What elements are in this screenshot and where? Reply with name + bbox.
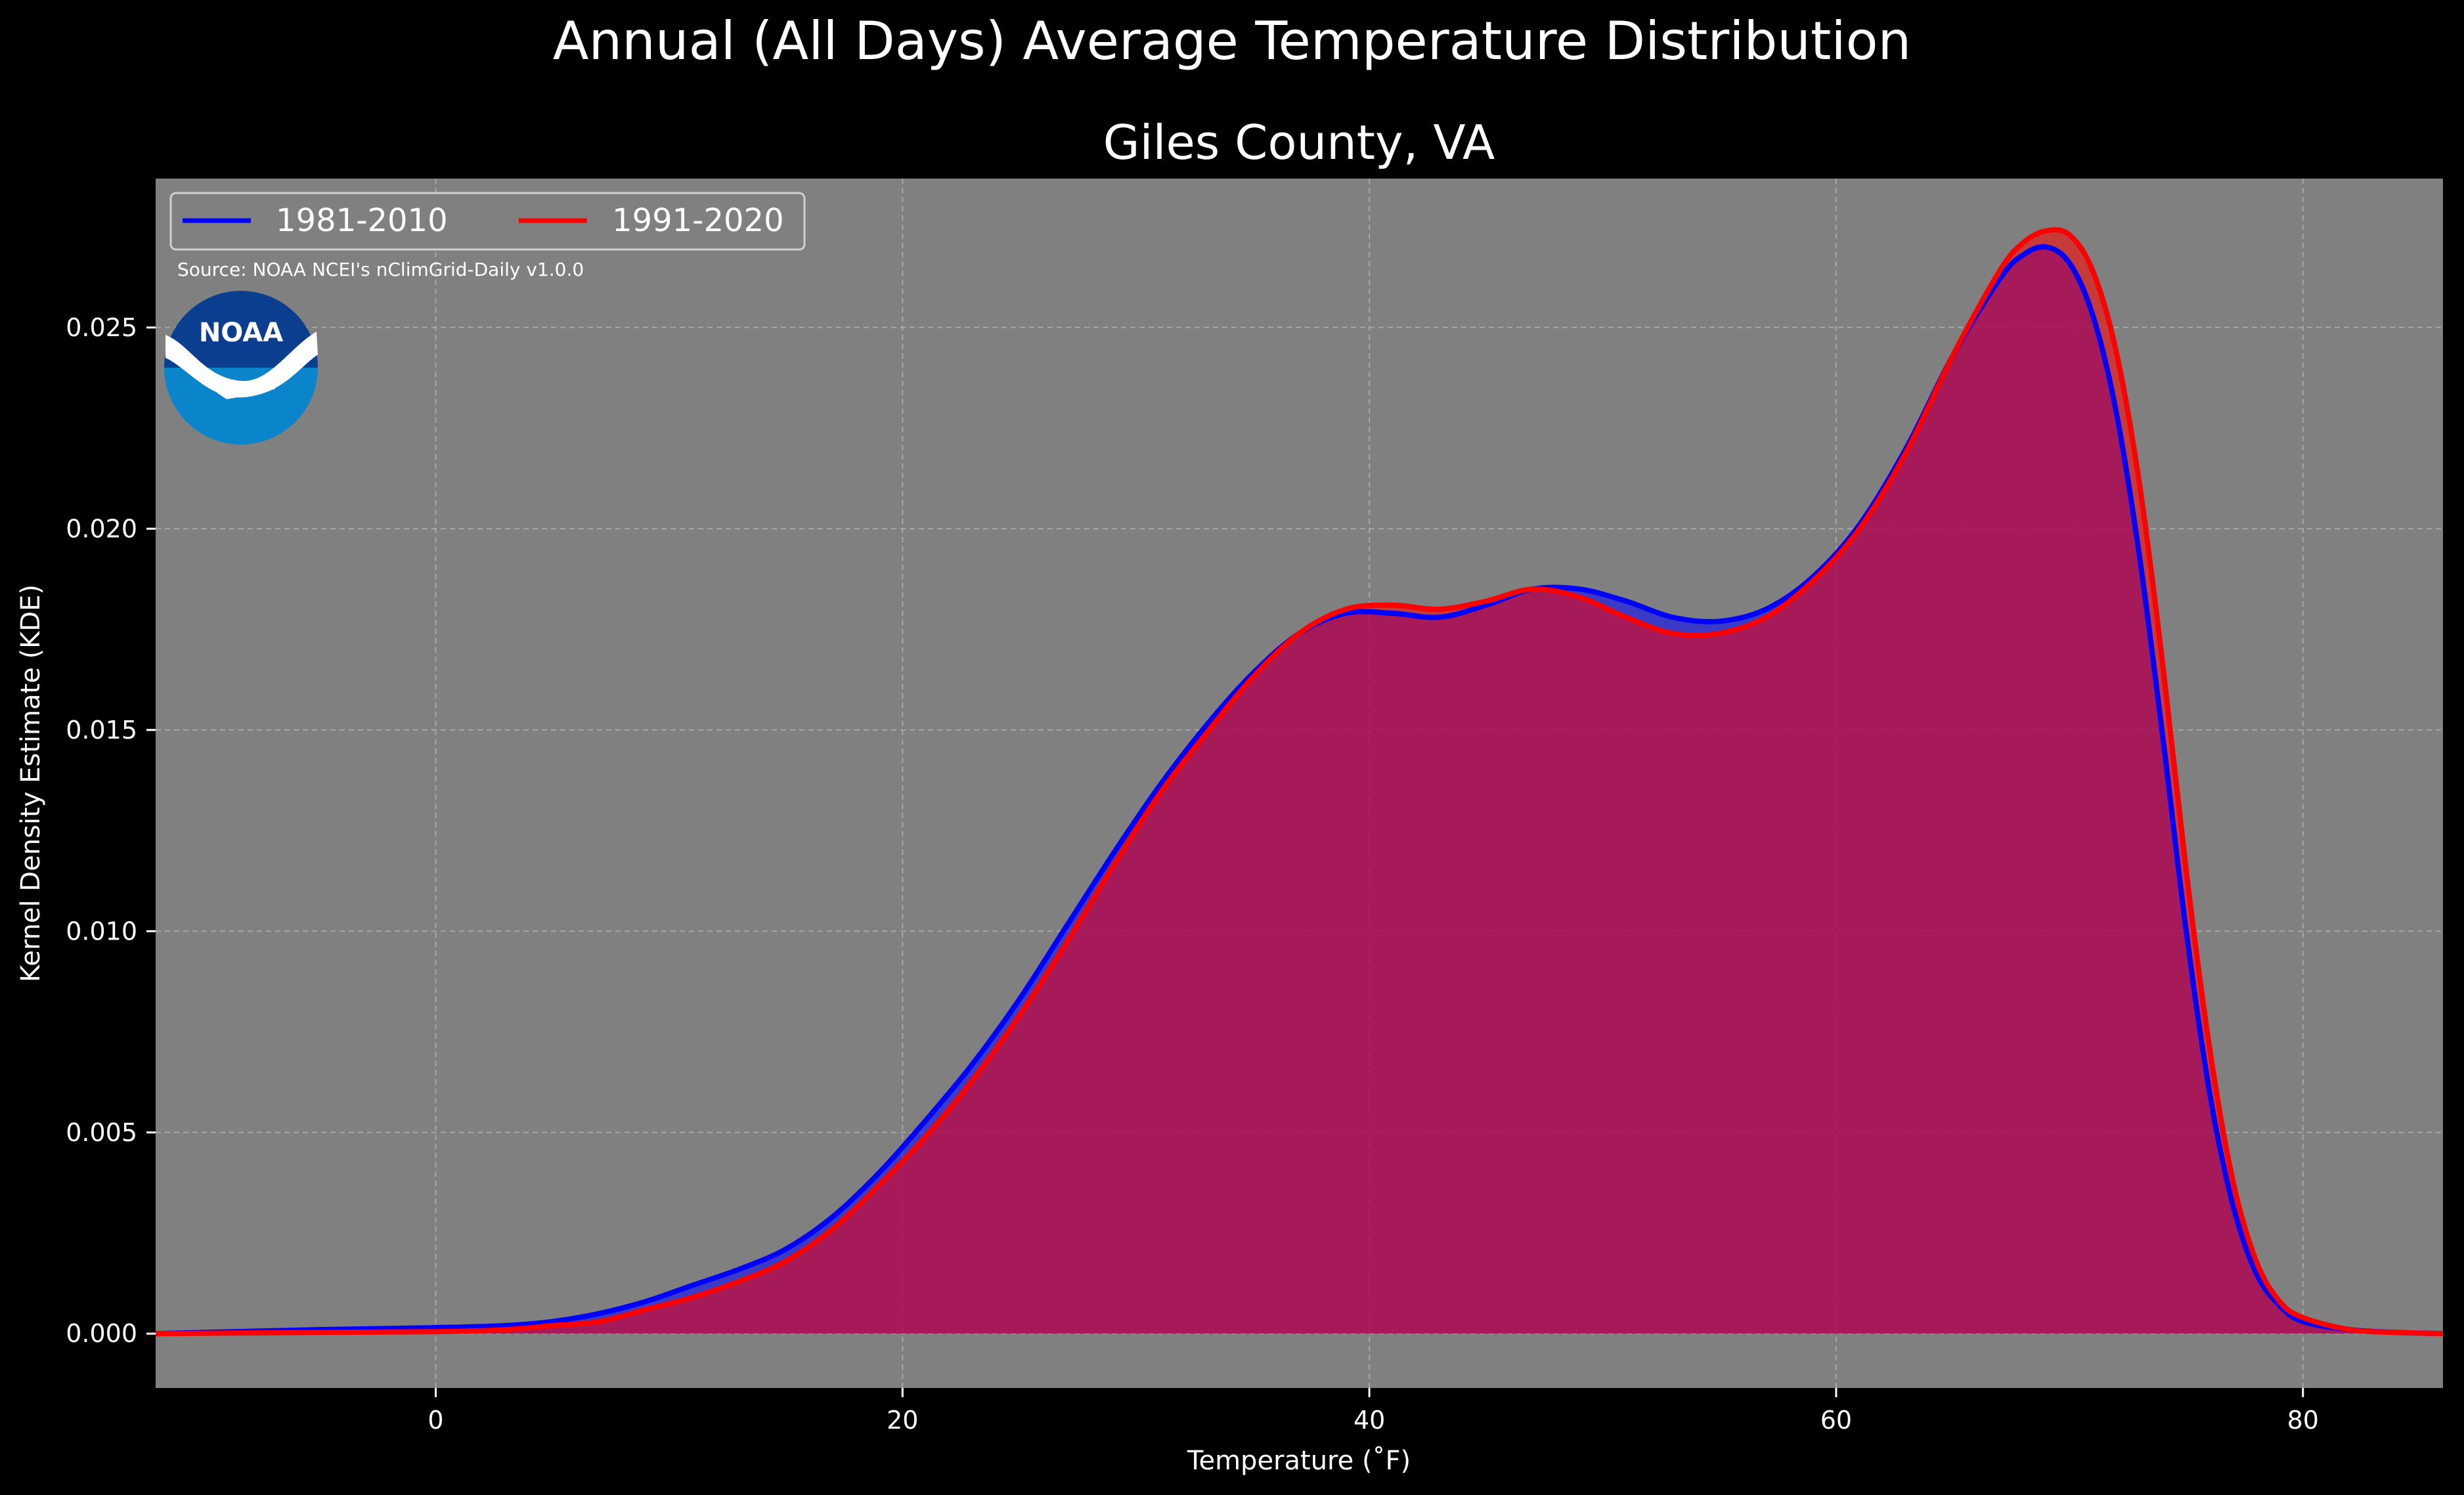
x-tick-label: 20 [887,1406,918,1435]
y-tick-label: 0.010 [66,917,137,945]
kde-lines [155,227,2444,1337]
legend: 1981-2010 1991-2020 [169,192,806,251]
kde-area-1991-2020 [156,230,2443,1334]
y-tick-label: 0.025 [66,313,137,342]
y-tick-label: 0.005 [66,1118,137,1147]
legend-label-1981-2010: 1981-2010 [276,202,448,239]
noaa-logo-text: NOAA [199,318,283,348]
kde-fills [156,230,2443,1334]
y-tick-label: 0.020 [66,514,137,543]
legend-label-1991-2020: 1991-2020 [612,202,784,239]
legend-box [169,192,806,251]
x-tick-label: 60 [1820,1406,1852,1435]
source-note: Source: NOAA NCEI's nClimGrid-Daily v1.0… [177,259,584,280]
kde-line-1981-2010 [155,244,2444,1337]
x-axis-label: Temperature (˚F) [1187,1446,1411,1476]
y-tick-label: 0.000 [66,1319,137,1348]
chart-title: Giles County, VA [1103,115,1495,170]
x-tick-label: 0 [428,1406,443,1435]
axis-ticks: 0 20 40 60 80 0.000 0.005 0.010 0.015 0.020 0.025 [66,313,2319,1435]
y-tick-label: 0.015 [66,716,137,745]
x-tick-label: 40 [1353,1406,1385,1435]
y-axis-label: Kernel Density Estimate (KDE) [16,584,46,982]
chart-suptitle: Annual (All Days) Average Temperature Di… [553,11,1911,72]
x-tick-label: 80 [2287,1406,2319,1435]
noaa-logo: NOAA [164,291,318,444]
kde-line-1991-2020 [155,227,2444,1337]
